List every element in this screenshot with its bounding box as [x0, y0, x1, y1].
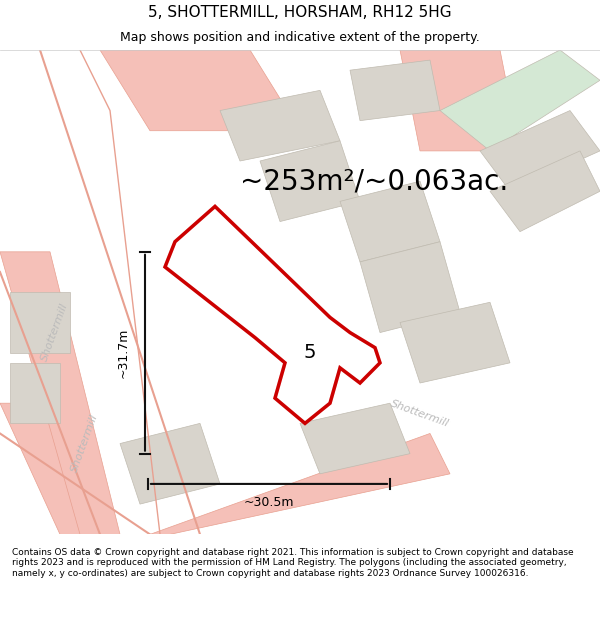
Text: ~31.7m: ~31.7m — [117, 328, 130, 378]
Text: 5: 5 — [304, 343, 316, 362]
Polygon shape — [0, 403, 100, 534]
Text: ~253m²/~0.063ac.: ~253m²/~0.063ac. — [240, 167, 508, 195]
Polygon shape — [220, 91, 340, 161]
Polygon shape — [480, 111, 600, 191]
Polygon shape — [10, 363, 60, 423]
Text: Shottermill: Shottermill — [40, 302, 70, 363]
Polygon shape — [340, 181, 440, 262]
Polygon shape — [350, 60, 440, 121]
Polygon shape — [260, 141, 360, 221]
Polygon shape — [400, 302, 510, 383]
Text: Shottermill: Shottermill — [70, 413, 100, 474]
Polygon shape — [360, 242, 460, 332]
Text: 5, SHOTTERMILL, HORSHAM, RH12 5HG: 5, SHOTTERMILL, HORSHAM, RH12 5HG — [148, 5, 452, 20]
Polygon shape — [440, 50, 600, 151]
Polygon shape — [165, 206, 380, 423]
Polygon shape — [490, 151, 600, 232]
Text: Map shows position and indicative extent of the property.: Map shows position and indicative extent… — [120, 31, 480, 44]
Polygon shape — [400, 50, 520, 151]
Text: ~30.5m: ~30.5m — [244, 496, 294, 509]
Text: Shottermill: Shottermill — [389, 398, 451, 429]
Text: Contains OS data © Crown copyright and database right 2021. This information is : Contains OS data © Crown copyright and d… — [12, 548, 574, 578]
Polygon shape — [100, 50, 300, 131]
Polygon shape — [300, 403, 410, 474]
Polygon shape — [10, 292, 70, 352]
Polygon shape — [120, 423, 220, 504]
Polygon shape — [0, 252, 120, 534]
Polygon shape — [150, 434, 450, 534]
